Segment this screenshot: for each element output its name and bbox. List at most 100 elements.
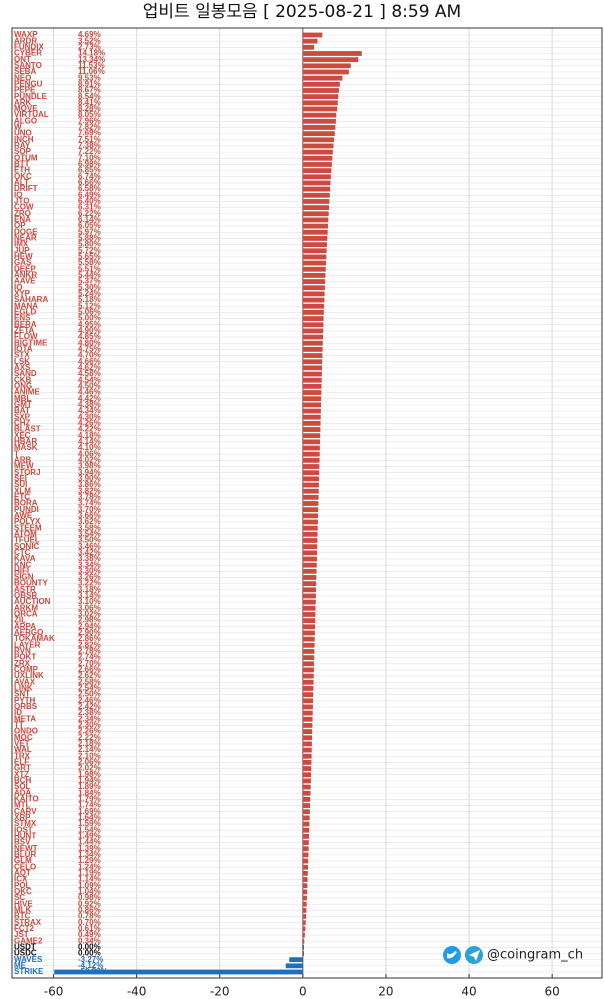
category-label: BOUNTY <box>14 579 48 588</box>
value-label: 2.50% <box>78 690 101 699</box>
value-label: 5.37% <box>78 277 101 286</box>
value-label: 3.98% <box>78 462 101 471</box>
plot-frame <box>11 27 603 979</box>
category-label: POL <box>14 881 31 890</box>
value-label: 11.06% <box>78 67 105 76</box>
x-tick-label: 20 <box>378 985 393 999</box>
category-label: HEW <box>14 252 33 261</box>
value-label: 8.28% <box>78 104 101 113</box>
bar <box>302 180 331 186</box>
value-label: 3.52% <box>78 36 101 45</box>
category-label: GLM <box>14 856 32 865</box>
bar <box>302 741 312 747</box>
category-label: ZRX <box>14 659 31 668</box>
bar <box>302 735 313 741</box>
value-label: 8.54% <box>78 92 101 101</box>
value-label: 4.62% <box>78 363 101 372</box>
bar <box>302 803 311 808</box>
bar <box>302 427 321 432</box>
bar <box>302 439 321 445</box>
bar <box>302 698 314 704</box>
value-label: -59.83% <box>78 967 108 976</box>
bar <box>302 211 329 217</box>
category-label: ASTR <box>14 585 36 594</box>
bar <box>302 642 315 648</box>
category-label: CYBER <box>14 49 42 58</box>
value-label: 3.34% <box>78 560 101 569</box>
bar <box>302 266 326 272</box>
value-label: 8.67% <box>78 86 101 95</box>
category-label: MOVE <box>14 104 38 113</box>
value-label: 3.22% <box>78 579 101 588</box>
category-label: XRP <box>14 813 31 822</box>
category-label: HIVE <box>14 899 33 908</box>
value-label: 3.78% <box>78 492 101 501</box>
category-label: PUNDLE <box>14 92 48 101</box>
value-label: 4.30% <box>78 412 101 421</box>
bar <box>302 303 325 309</box>
value-label: 3.02% <box>78 610 101 619</box>
value-label: 4.50% <box>78 381 101 390</box>
category-label: IMX <box>14 240 29 249</box>
value-label: 6.49% <box>78 190 101 199</box>
value-label: 5.51% <box>78 264 101 273</box>
category-label: OKC <box>14 172 32 181</box>
bar <box>302 716 313 722</box>
category-label: AXS <box>14 363 31 372</box>
bar <box>302 291 325 297</box>
category-label: ETH <box>14 166 30 175</box>
value-label: 1.64% <box>78 813 101 822</box>
category-label: VET <box>14 739 30 748</box>
value-label: 2.98% <box>78 616 101 625</box>
bar <box>302 118 336 124</box>
chart-title: 업비트 일봉모음 [ 2025-08-21 ] 8:59 AM <box>143 2 461 22</box>
bar <box>302 599 316 605</box>
value-label: 3.06% <box>78 603 101 612</box>
value-label: 1.24% <box>78 862 101 871</box>
value-label: 5.30% <box>78 283 101 292</box>
category-label: WAVES <box>14 955 43 964</box>
category-label: SOL <box>14 782 31 791</box>
bar <box>302 519 318 525</box>
x-tick-label: -40 <box>127 985 147 999</box>
bar <box>302 451 320 457</box>
category-label: AERGO <box>14 628 43 637</box>
category-label: STORJ <box>14 468 41 477</box>
category-label: BTT <box>14 160 30 169</box>
category-label: SANTO <box>14 61 42 70</box>
bar <box>302 143 334 149</box>
value-label: 2.10% <box>78 751 101 760</box>
twitter-glyph <box>447 951 457 959</box>
bar <box>302 877 308 882</box>
value-label: 1.49% <box>78 831 101 840</box>
category-label: ALGO <box>14 116 37 125</box>
value-label: 2.22% <box>78 733 101 742</box>
bar <box>302 587 317 593</box>
bar <box>302 593 316 599</box>
value-label: 3.30% <box>78 566 101 575</box>
category-label: KAITO <box>14 795 39 804</box>
category-label: GAME2 <box>14 936 43 945</box>
value-label: 6.31% <box>78 203 101 212</box>
value-label: 2.62% <box>78 671 101 680</box>
category-label: HIFI <box>14 566 29 575</box>
bar <box>302 88 339 93</box>
bar <box>302 550 318 556</box>
value-label: 3.26% <box>78 573 101 582</box>
value-label: 2.30% <box>78 721 101 730</box>
category-label: CHZ <box>14 418 31 427</box>
value-label: 1.19% <box>78 868 101 877</box>
bar <box>302 501 319 506</box>
value-label: 4.70% <box>78 351 101 360</box>
category-label: MLK <box>14 905 32 914</box>
category-label: COW <box>14 203 34 212</box>
bar <box>302 131 335 137</box>
value-label: 4.80% <box>78 338 101 347</box>
value-label: 4.22% <box>78 425 101 434</box>
value-label: 5.72% <box>78 246 101 255</box>
value-label: 5.12% <box>78 301 101 310</box>
category-label: SONIC <box>14 542 40 551</box>
category-label: USDC <box>14 949 37 958</box>
value-label: 3.74% <box>78 499 101 508</box>
category-label: VIRTUAL <box>14 110 49 119</box>
